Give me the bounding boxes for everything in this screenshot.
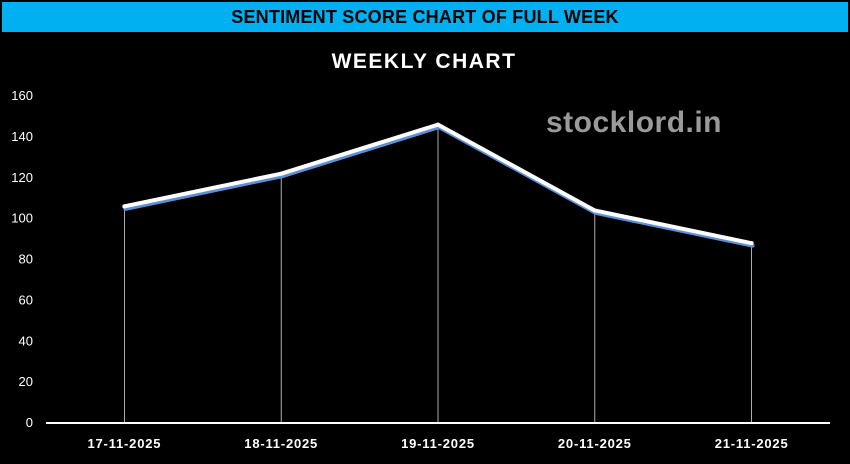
x-tick-label: 18-11-2025 bbox=[244, 436, 318, 451]
y-tick-label: 80 bbox=[19, 252, 33, 267]
y-tick-label: 20 bbox=[19, 374, 33, 389]
data-point bbox=[749, 241, 754, 246]
chart-title: WEEKLY CHART bbox=[332, 50, 517, 73]
x-tick-label: 21-11-2025 bbox=[715, 436, 789, 451]
x-tick-label: 17-11-2025 bbox=[88, 436, 162, 451]
y-tick-label: 0 bbox=[26, 415, 33, 430]
watermark-text: stocklord.in bbox=[546, 106, 722, 139]
y-tick-label: 40 bbox=[19, 333, 33, 348]
banner-title: SENTIMENT SCORE CHART OF FULL WEEK bbox=[231, 6, 619, 27]
y-tick-label: 140 bbox=[11, 129, 33, 144]
y-tick-label: 100 bbox=[11, 211, 33, 226]
x-tick-label: 20-11-2025 bbox=[558, 436, 632, 451]
line-chart: WEEKLY CHART stocklord.in 0 20 40 60 80 100 12… bbox=[11, 50, 830, 451]
y-tick-label: 60 bbox=[19, 292, 33, 307]
y-tick-label: 160 bbox=[11, 88, 33, 103]
x-axis-ticks: 17-11-2025 18-11-2025 19-11-2025 20-11-2025… bbox=[88, 436, 789, 451]
data-point bbox=[592, 208, 597, 213]
data-point bbox=[122, 204, 127, 209]
series-group bbox=[122, 122, 755, 248]
chart-area: WEEKLY CHART stocklord.in 0 20 40 60 80 100 12… bbox=[0, 33, 850, 464]
y-tick-label: 120 bbox=[11, 170, 33, 185]
drop-lines bbox=[124, 124, 752, 423]
data-point bbox=[436, 122, 440, 127]
banner: SENTIMENT SCORE CHART OF FULL WEEK bbox=[1, 1, 849, 33]
data-point bbox=[279, 171, 284, 176]
y-axis-ticks: 0 20 40 60 80 100 120 140 160 bbox=[11, 88, 33, 430]
x-tick-label: 19-11-2025 bbox=[401, 436, 475, 451]
